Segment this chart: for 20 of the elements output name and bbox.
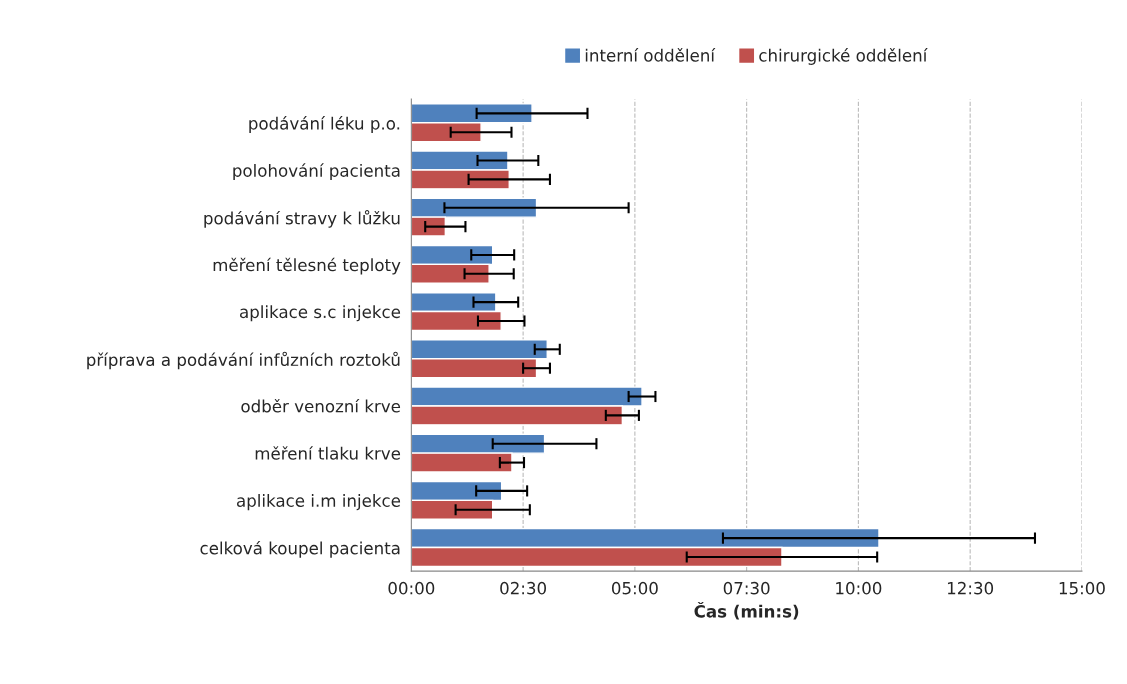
- y-tick-label: aplikace s.c injekce: [240, 305, 401, 322]
- y-tick-label: měření tlaku krve: [255, 446, 401, 460]
- legend-label: chirurgické oddělení: [759, 48, 928, 65]
- x-tick-label: 05:00: [611, 581, 658, 595]
- y-tick-label: podávání léku p.o.: [249, 116, 400, 133]
- y-tick-label: podávání stravy k lůžku: [204, 210, 400, 228]
- x-tick-label: 10:00: [836, 581, 882, 595]
- x-tick-label: 00:00: [388, 581, 435, 595]
- x-tick-label: 15:00: [1059, 581, 1105, 595]
- y-tick-label: příprava a podávání infůzních roztoků: [87, 351, 400, 370]
- x-tick-label: 07:30: [723, 581, 770, 595]
- x-axis-title: Čas (min:s): [694, 601, 799, 620]
- x-tick-label: 12:30: [947, 581, 994, 595]
- x-tick-label: 02:30: [500, 581, 547, 595]
- y-tick-label: měření tělesné teploty: [213, 257, 401, 275]
- legend-label: interní oddělení: [585, 48, 716, 62]
- y-tick-label: polohování pacienta: [233, 163, 400, 181]
- y-tick-label: aplikace i.m injekce: [236, 494, 401, 511]
- y-tick-label: celková koupel pacienta: [200, 540, 400, 558]
- y-tick-label: odběr venozní krve: [241, 398, 401, 413]
